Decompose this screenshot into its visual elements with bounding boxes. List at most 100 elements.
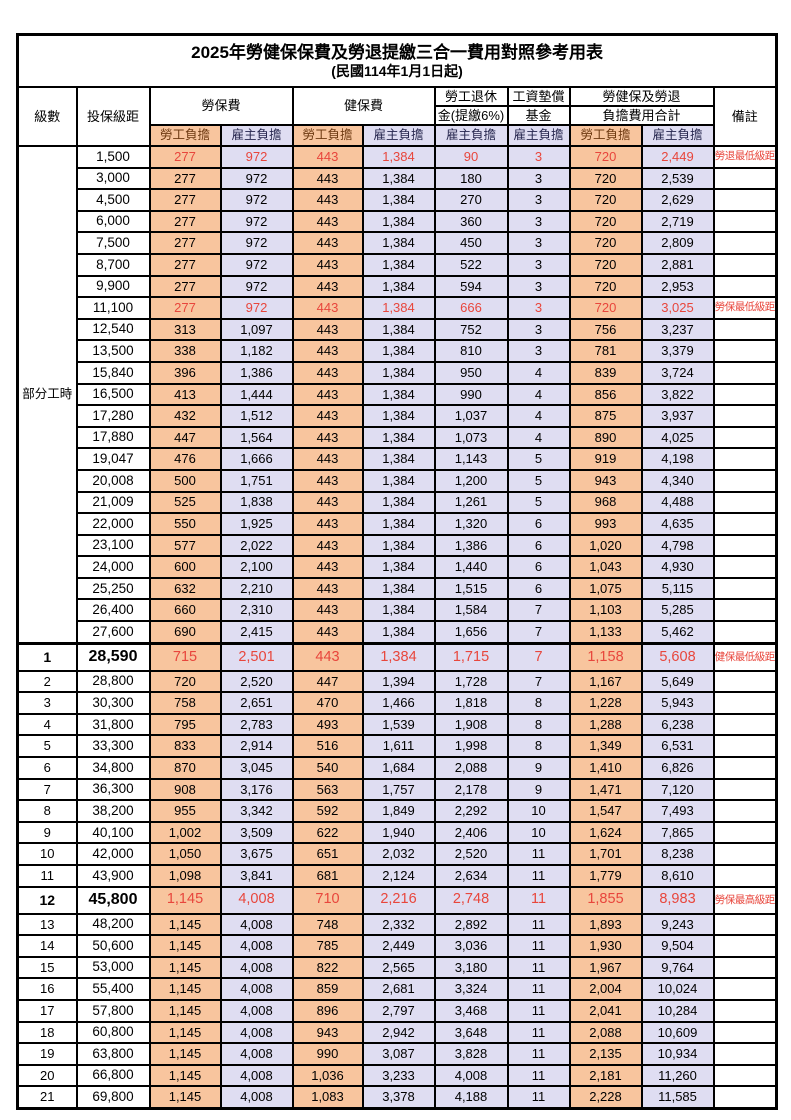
value-cell: 443 [291, 620, 364, 645]
value-cell: 450 [433, 231, 509, 255]
note-cell [712, 360, 778, 385]
value-cell: 3,724 [640, 360, 715, 385]
value-cell: 720 [148, 669, 222, 694]
value-cell: 1,261 [433, 490, 509, 515]
value-cell: 632 [148, 576, 222, 601]
value-cell: 2,953 [640, 274, 715, 299]
bracket-cell: 38,200 [75, 799, 151, 823]
table-row: 25,250 632 2,210 443 1,384 1,515 6 1,075 5,115 [18, 576, 778, 601]
note-cell [712, 777, 778, 802]
note-cell [712, 864, 778, 888]
value-cell: 11 [506, 1020, 571, 1045]
value-cell: 500 [148, 468, 222, 493]
note-cell [712, 799, 778, 823]
level-cell: 21 [16, 1085, 78, 1110]
value-cell: 1,666 [219, 447, 294, 471]
value-cell: 4 [506, 425, 571, 450]
value-cell: 1,855 [568, 885, 643, 915]
value-cell: 413 [148, 382, 222, 407]
value-cell: 6,531 [640, 734, 715, 759]
bracket-cell: 21,009 [75, 490, 151, 515]
value-cell: 11 [506, 977, 571, 1001]
value-cell: 5,649 [640, 669, 715, 694]
value-cell: 1,384 [361, 231, 436, 255]
bracket-cell: 43,900 [75, 864, 151, 888]
value-cell: 1,849 [361, 799, 436, 823]
value-cell: 3 [506, 252, 571, 277]
value-cell: 8,238 [640, 842, 715, 866]
bracket-cell: 16,500 [75, 382, 151, 407]
value-cell: 1,998 [433, 734, 509, 759]
value-cell: 2,332 [361, 912, 436, 937]
value-cell: 277 [148, 296, 222, 320]
value-cell: 839 [568, 360, 643, 385]
note-cell [712, 620, 778, 645]
bracket-cell: 60,800 [75, 1020, 151, 1045]
col-header-health-insurance: 健保費 [291, 86, 436, 126]
value-cell: 1,656 [433, 620, 509, 645]
value-cell: 1,083 [291, 1085, 364, 1110]
value-cell: 651 [291, 842, 364, 866]
value-cell: 4,008 [219, 1085, 294, 1110]
subheader-total-employer: 雇主負擔 [640, 124, 715, 147]
value-cell: 2,100 [219, 555, 294, 579]
value-cell: 443 [291, 252, 364, 277]
value-cell: 2,124 [361, 864, 436, 888]
bracket-cell: 66,800 [75, 1063, 151, 1088]
value-cell: 2,651 [219, 691, 294, 715]
value-cell: 1,384 [361, 533, 436, 558]
bracket-cell: 22,000 [75, 512, 151, 536]
value-cell: 1,288 [568, 712, 643, 737]
note-cell [712, 998, 778, 1023]
value-cell: 10 [506, 820, 571, 845]
level-cell: 17 [16, 998, 78, 1023]
level-cell: 20 [16, 1063, 78, 1088]
value-cell: 968 [568, 490, 643, 515]
value-cell: 720 [568, 188, 643, 212]
value-cell: 577 [148, 533, 222, 558]
value-cell: 1,200 [433, 468, 509, 493]
value-cell: 3,324 [433, 977, 509, 1001]
value-cell: 1,097 [219, 317, 294, 342]
value-cell: 758 [148, 691, 222, 715]
table-row: 16 55,400 1,145 4,008 859 2,681 3,324 11 2,004 10… [16, 977, 778, 1001]
value-cell: 3,180 [433, 955, 509, 980]
value-cell: 710 [291, 885, 364, 915]
bracket-cell: 33,300 [75, 734, 151, 759]
value-cell: 2,088 [433, 756, 509, 780]
value-cell: 11 [506, 1085, 571, 1110]
value-cell: 950 [433, 360, 509, 385]
table-row: 20,008 500 1,751 443 1,384 1,200 5 943 4,340 [18, 468, 778, 493]
level-cell: 6 [16, 756, 78, 780]
value-cell: 443 [291, 317, 364, 342]
value-cell: 1,384 [361, 555, 436, 579]
value-cell: 11 [506, 955, 571, 980]
value-cell: 3,648 [433, 1020, 509, 1045]
note-cell [712, 339, 778, 363]
value-cell: 660 [148, 598, 222, 623]
value-cell: 443 [291, 576, 364, 601]
value-cell: 1,384 [361, 339, 436, 363]
table-row: 15 53,000 1,145 4,008 822 2,565 3,180 11 1,967 9,… [16, 955, 778, 980]
value-cell: 2,041 [568, 998, 643, 1023]
value-cell: 1,145 [148, 977, 222, 1001]
value-cell: 1,384 [361, 490, 436, 515]
bracket-cell: 13,500 [75, 339, 151, 363]
table-row: 14 50,600 1,145 4,008 785 2,449 3,036 11 1,930 9,… [16, 934, 778, 958]
bracket-cell: 63,800 [75, 1042, 151, 1066]
value-cell: 4,008 [219, 1020, 294, 1045]
value-cell: 338 [148, 339, 222, 363]
note-cell: 勞保最高級距 [712, 885, 778, 915]
value-cell: 277 [148, 209, 222, 234]
value-cell: 1,384 [361, 576, 436, 601]
subheader-pension-employer: 雇主負擔 [433, 124, 509, 147]
value-cell: 10 [506, 799, 571, 823]
level-cell: 1 [16, 641, 78, 672]
value-cell: 4,008 [219, 998, 294, 1023]
value-cell: 666 [433, 296, 509, 320]
table-row: 19,047 476 1,666 443 1,384 1,143 5 919 4,198 [18, 447, 778, 471]
table-row: 20 66,800 1,145 4,008 1,036 3,233 4,008 11 2,181… [16, 1063, 778, 1088]
value-cell: 1,143 [433, 447, 509, 471]
value-cell: 4,340 [640, 468, 715, 493]
value-cell: 90 [433, 145, 509, 169]
